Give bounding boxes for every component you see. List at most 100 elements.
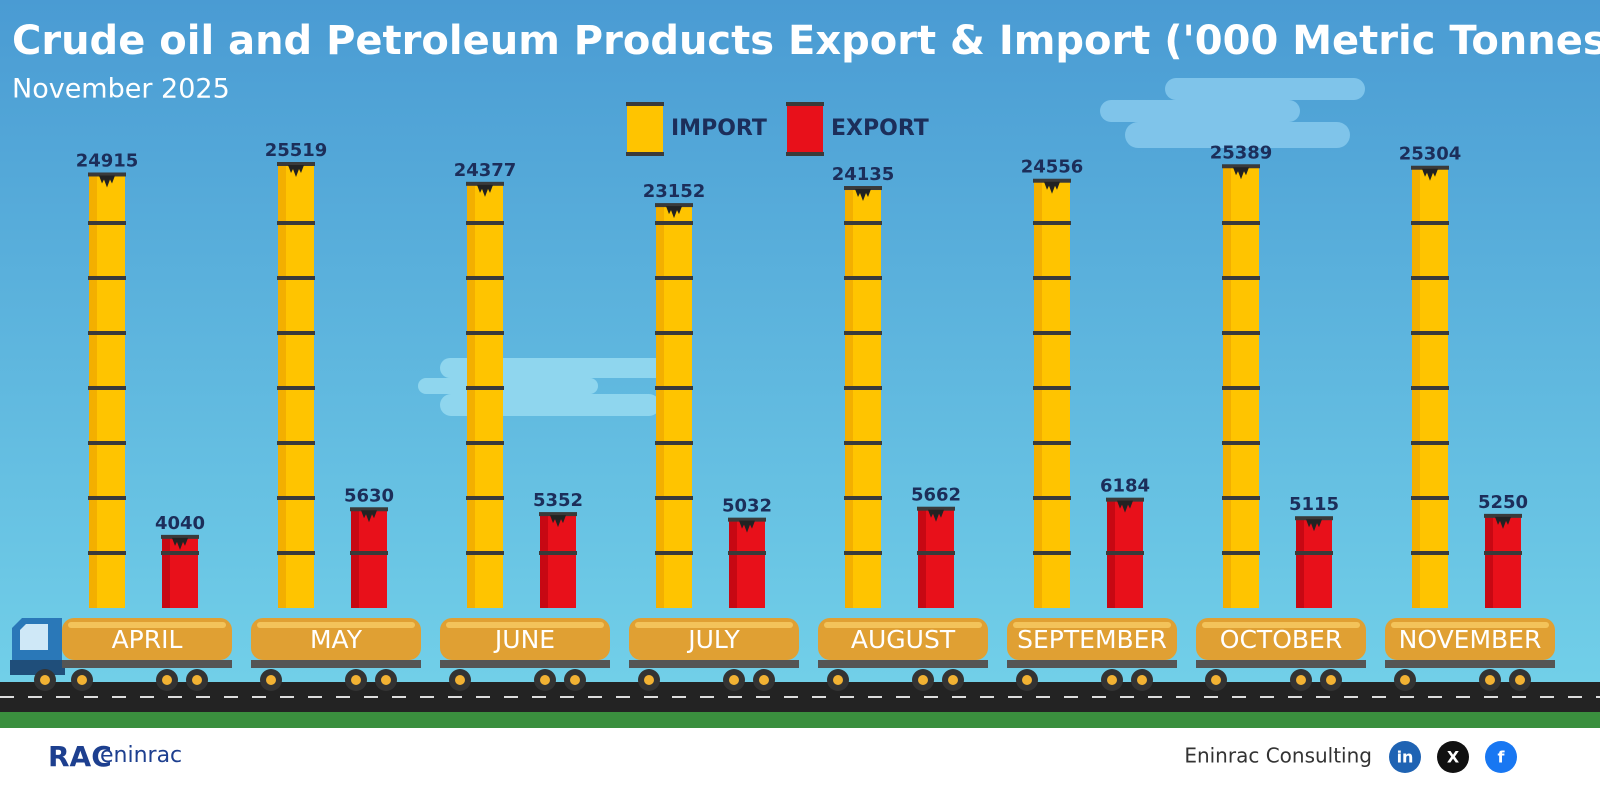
barrel-band [1411,331,1449,335]
tanker [62,618,232,660]
barrel-band [655,276,693,280]
oil-drip [477,184,493,197]
barrel-cap [466,181,504,186]
tanker-chassis [818,660,988,668]
tanker-chassis [440,660,610,668]
barrel-band [655,496,693,500]
oil-drip [739,520,755,533]
barrel-band [88,276,126,280]
x-tick-label: SEPTEMBER [1017,625,1167,654]
legend-band [626,152,664,156]
x-tick-label: MAY [310,625,363,654]
barrel-cap [917,506,955,511]
barrel-band [88,496,126,500]
value-label: 24135 [832,164,895,185]
oil-drip [928,509,944,522]
value-label: 5115 [1289,494,1339,515]
barrel-band [88,331,126,335]
barrel-band [655,331,693,335]
wheel-hub [162,675,172,685]
bar-shade [1485,516,1493,608]
tanker-chassis [62,660,232,668]
barrel-band [277,221,315,225]
bar-shade [89,175,97,608]
tanker [1007,618,1177,660]
wheel-hub [1296,675,1306,685]
value-label: 5630 [344,485,394,506]
barrel-band [88,551,126,555]
barrel-band [1033,386,1071,390]
barrel-cap [1295,516,1333,521]
wheel-hub [455,675,465,685]
barrel-band [350,551,388,555]
barrel-band [277,551,315,555]
barrel-band [844,441,882,445]
wheel-hub [77,675,87,685]
oil-drip [1117,500,1133,513]
oil-drip [361,510,377,523]
footer [0,728,1600,800]
oil-drip [99,175,115,188]
tanker [251,618,421,660]
barrel-band [844,221,882,225]
barrel-cap [1033,178,1071,183]
barrel-band [844,331,882,335]
barrel-band [1033,441,1071,445]
legend-swatch [627,104,663,154]
wheel-hub [1326,675,1336,685]
barrel-band [277,496,315,500]
barrel-band [1222,551,1260,555]
bar-shade [162,537,170,608]
barrel-band [844,551,882,555]
wheel-hub [1400,675,1410,685]
barrel-band [1411,276,1449,280]
tanker-chassis [1007,660,1177,668]
value-label: 25519 [265,140,328,161]
value-label: 5032 [722,496,772,517]
oil-drip [288,165,304,177]
legend-label: IMPORT [671,116,767,141]
tanker-stripe [1202,622,1360,628]
wheel-hub [918,675,928,685]
barrel-cap [1222,164,1260,169]
wheel-hub [1107,675,1117,685]
barrel-cap [728,517,766,522]
barrel-band [539,551,577,555]
value-label: 5662 [911,485,961,506]
barrel-band [655,386,693,390]
barrel-band [466,551,504,555]
wheel-hub [729,675,739,685]
barrel-band [1222,331,1260,335]
social-icon [1485,741,1517,773]
wheel-hub [570,675,580,685]
wheel-hub [644,675,654,685]
tanker-stripe [824,622,982,628]
social-label: in [1397,748,1414,767]
barrel-cap [277,162,315,166]
barrel-band [655,551,693,555]
chart-subtitle: November 2025 [12,74,230,105]
legend-band [626,102,664,106]
value-label: 23152 [643,181,706,202]
barrel-band [1222,441,1260,445]
barrel-band [466,331,504,335]
value-label: 25389 [1210,142,1273,163]
legend-band [786,102,824,106]
barrel-band [466,496,504,500]
barrel-cap [161,534,199,539]
barrel-cap [844,186,882,191]
barrel-band [1222,276,1260,280]
barrel-band [1222,496,1260,500]
company-name: Eninrac Consulting [1184,744,1372,768]
barrel-band [1106,551,1144,555]
barrel-band [1222,221,1260,225]
barrel-band [466,276,504,280]
barrel-band [466,221,504,225]
barrel-band [1222,386,1260,390]
cloud [1100,78,1365,148]
bar-shade [540,515,548,608]
barrel-band [1411,551,1449,555]
barrel-cap [350,507,388,512]
wheel-hub [192,675,202,685]
